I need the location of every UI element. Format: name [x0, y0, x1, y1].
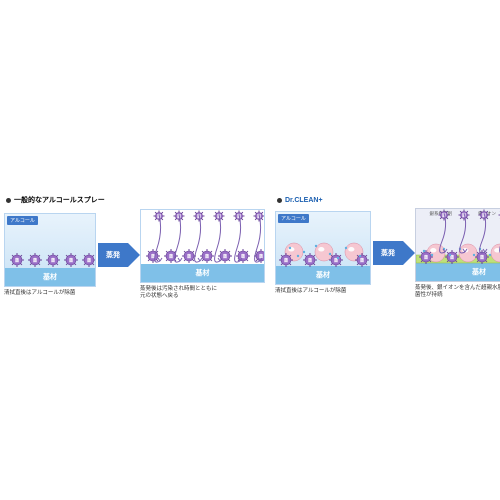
svg-text:菌: 菌: [15, 256, 19, 262]
svg-text:菌: 菌: [169, 253, 173, 259]
svg-text:菌: 菌: [157, 213, 161, 219]
section-title-right: Dr.CLEAN+: [275, 195, 500, 208]
svg-text:菌: 菌: [187, 253, 191, 259]
top-labels: 銀系抗菌剤 銀イオン 超親水膜: [430, 211, 500, 217]
arrow-label: 蒸発: [381, 248, 395, 258]
alcohol-tag: アルコール: [7, 216, 38, 225]
panel-before-right: アルコール 基材 菌 菌 菌 菌: [275, 211, 371, 285]
svg-text:菌: 菌: [205, 253, 209, 259]
svg-text:菌: 菌: [334, 257, 338, 263]
evaporate-arrow: 蒸発: [373, 241, 403, 265]
panel-r2-col: 銀系抗菌剤 銀イオン 超親水膜 基材 菌菌菌菌菌菌菌菌菌菌 蒸発後、銀イオンを含…: [415, 208, 500, 299]
bullet-icon: [277, 198, 282, 203]
svg-text:菌: 菌: [51, 256, 55, 262]
svg-text:菌: 菌: [308, 257, 312, 263]
svg-text:菌: 菌: [241, 253, 245, 259]
alcohol-tag: アルコール: [278, 214, 309, 223]
caption-r1: 清拭直後はアルコールが除菌: [275, 288, 371, 295]
caption-l1: 清拭直後はアルコールが除菌: [4, 290, 96, 297]
svg-text:菌: 菌: [69, 256, 73, 262]
svg-text:菌: 菌: [450, 253, 454, 259]
svg-text:菌: 菌: [177, 213, 181, 219]
title-text: 一般的なアルコールスプレー: [14, 195, 105, 205]
caption-r2: 蒸発後、銀イオンを含んだ超親水膜が形成され、除菌性が持続: [415, 285, 500, 299]
svg-text:菌: 菌: [151, 253, 155, 259]
svg-text:菌: 菌: [237, 213, 241, 219]
panel-before-left: アルコール 基材 菌 菌 菌 菌 菌: [4, 213, 96, 287]
substrate-label: 基材: [141, 264, 264, 282]
svg-text:菌: 菌: [217, 213, 221, 219]
panel-after-left: 基材 菌菌菌菌菌菌菌菌菌菌菌菌菌: [140, 209, 265, 283]
diagram-row: 一般的なアルコールスプレー アルコール 基材 菌菌菌菌菌 清拭直後はアルコールが…: [0, 193, 500, 300]
bullet-icon: [6, 198, 11, 203]
toplabel-2: 銀イオン: [478, 211, 496, 217]
section-title-left: 一般的なアルコールスプレー: [4, 193, 265, 209]
svg-text:菌: 菌: [257, 213, 261, 219]
svg-text:菌: 菌: [87, 256, 91, 262]
diagram-stage: 一般的なアルコールスプレー アルコール 基材 菌菌菌菌菌 清拭直後はアルコールが…: [0, 193, 500, 300]
substrate-label: 基材: [276, 266, 370, 284]
caption-l2: 蒸発後は汚染され時間とともに 元の状態へ戻る: [140, 286, 265, 300]
svg-text:菌: 菌: [197, 213, 201, 219]
svg-text:菌: 菌: [424, 253, 428, 259]
svg-text:菌: 菌: [360, 257, 364, 263]
substrate-label: 基材: [416, 263, 500, 281]
panel-l2-col: 基材 菌菌菌菌菌菌菌菌菌菌菌菌菌 蒸発後は汚染され時間とともに 元の状態へ戻る: [140, 209, 265, 300]
svg-text:菌: 菌: [223, 253, 227, 259]
panel-r1-col: アルコール 基材 菌 菌 菌 菌 清拭直後はアルコールが除菌: [275, 211, 371, 295]
svg-text:菌: 菌: [33, 256, 37, 262]
panels-left: アルコール 基材 菌菌菌菌菌 清拭直後はアルコールが除菌 蒸発 基材 菌菌菌菌菌…: [4, 209, 265, 300]
panel-after-right: 銀系抗菌剤 銀イオン 超親水膜 基材 菌菌菌菌菌菌菌菌菌菌: [415, 208, 500, 282]
svg-text:菌: 菌: [259, 253, 263, 259]
section-general-alcohol: 一般的なアルコールスプレー アルコール 基材 菌菌菌菌菌 清拭直後はアルコールが…: [4, 193, 265, 300]
section-drclean: Dr.CLEAN+ アルコール 基材 菌菌菌菌 清拭直後はアルコールが除菌 蒸発: [275, 195, 500, 299]
title-text: Dr.CLEAN+: [285, 197, 323, 204]
toplabel-1: 銀系抗菌剤: [430, 211, 453, 217]
panels-right: アルコール 基材 菌菌菌菌 清拭直後はアルコールが除菌 蒸発 銀系抗菌剤 銀イオ…: [275, 208, 500, 299]
evaporate-arrow: 蒸発: [98, 243, 128, 267]
panel-l1-col: アルコール 基材 菌 菌 菌 菌 菌 清拭直後はアルコールが除菌: [4, 213, 96, 297]
substrate-label: 基材: [5, 268, 95, 286]
svg-text:菌: 菌: [480, 253, 484, 259]
arrow-label: 蒸発: [106, 250, 120, 260]
svg-text:菌: 菌: [284, 257, 288, 263]
